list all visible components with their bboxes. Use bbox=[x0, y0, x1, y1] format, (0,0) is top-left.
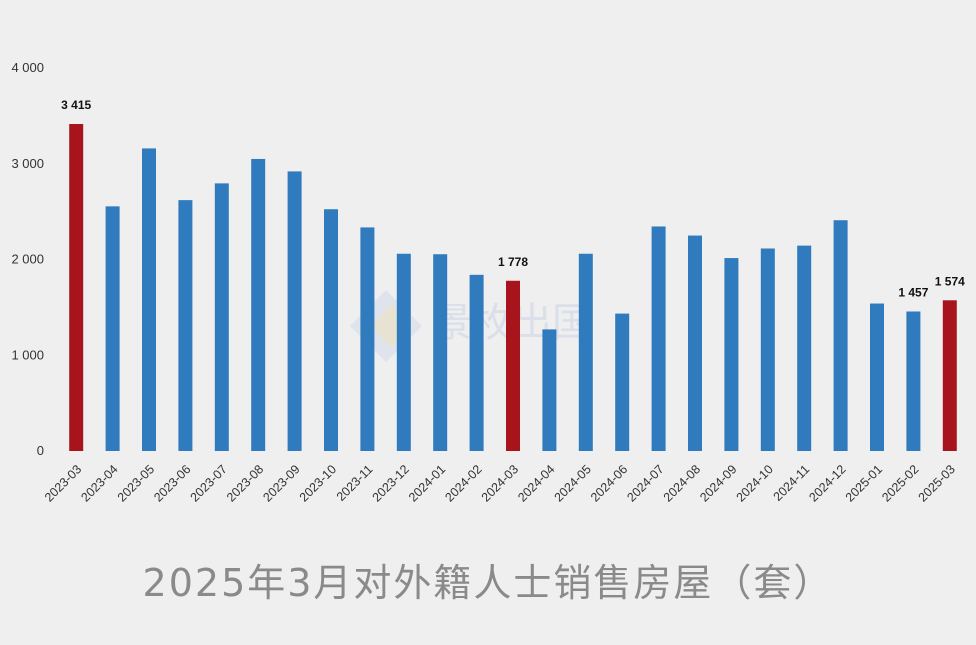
bar-2024-03 bbox=[506, 280, 520, 451]
x-tick-label: 2023-04 bbox=[78, 462, 120, 504]
bar-2023-03 bbox=[69, 124, 84, 451]
bar-2023-07 bbox=[214, 183, 229, 451]
bar-2024-08 bbox=[688, 235, 702, 451]
bar-2025-02 bbox=[906, 311, 921, 451]
bar-2024-12 bbox=[833, 220, 848, 451]
x-tick-label: 2024-12 bbox=[806, 462, 848, 504]
x-tick-label: 2025-01 bbox=[843, 462, 885, 504]
x-tick-label: 2023-08 bbox=[224, 462, 266, 504]
bar-2023-09 bbox=[287, 171, 302, 451]
y-tick-label: 2 000 bbox=[11, 252, 44, 267]
x-tick-label: 2023-07 bbox=[188, 462, 230, 504]
bar-2023-06 bbox=[178, 200, 193, 451]
bar-2024-02 bbox=[469, 274, 484, 451]
bar-series bbox=[69, 124, 957, 451]
bar-2024-01 bbox=[433, 254, 448, 451]
x-tick-label: 2025-02 bbox=[879, 462, 921, 504]
x-tick-label: 2024-01 bbox=[406, 462, 448, 504]
x-tick-label: 2023-05 bbox=[115, 462, 157, 504]
y-tick-label: 4 000 bbox=[11, 60, 44, 75]
y-tick-label: 1 000 bbox=[11, 347, 44, 362]
bar-2024-09 bbox=[724, 258, 739, 451]
x-tick-label: 2023-09 bbox=[260, 462, 302, 504]
y-tick-label: 0 bbox=[37, 443, 44, 458]
y-tick-label: 3 000 bbox=[11, 156, 44, 171]
bar-2023-04 bbox=[105, 206, 120, 451]
x-tick-label: 2024-03 bbox=[479, 462, 521, 504]
x-tick-label: 2023-10 bbox=[297, 462, 339, 504]
data-label: 3 415 bbox=[61, 98, 91, 112]
bar-2023-08 bbox=[251, 158, 266, 451]
bar-2023-11 bbox=[360, 227, 375, 451]
x-tick-label: 2024-07 bbox=[624, 462, 666, 504]
bar-2023-10 bbox=[324, 209, 338, 451]
data-labels: 3 415 1 778 1 457 1 574 bbox=[61, 98, 965, 299]
x-tick-label: 2024-05 bbox=[552, 462, 594, 504]
bar-2024-10 bbox=[760, 248, 775, 451]
x-tick-label: 2024-02 bbox=[442, 462, 484, 504]
x-tick-label: 2024-08 bbox=[661, 462, 703, 504]
x-axis: 2023-032023-042023-052023-062023-072023-… bbox=[42, 462, 958, 504]
bar-2023-05 bbox=[142, 148, 156, 451]
bar-2024-07 bbox=[651, 226, 666, 451]
data-label: 1 457 bbox=[898, 285, 928, 299]
x-tick-label: 2024-11 bbox=[771, 462, 813, 504]
x-tick-label: 2023-03 bbox=[42, 462, 84, 504]
x-tick-label: 2023-06 bbox=[151, 462, 193, 504]
bar-2024-11 bbox=[797, 245, 812, 451]
x-tick-label: 2024-10 bbox=[734, 462, 776, 504]
bar-2023-12 bbox=[396, 253, 411, 451]
x-tick-label: 2024-04 bbox=[515, 462, 557, 504]
data-label: 1 778 bbox=[498, 255, 528, 269]
y-axis: 0 1 000 2 000 3 000 4 000 bbox=[11, 60, 44, 458]
x-tick-label: 2023-11 bbox=[334, 462, 376, 504]
bar-2024-06 bbox=[615, 313, 630, 451]
x-tick-label: 2023-12 bbox=[370, 462, 412, 504]
data-label: 1 574 bbox=[935, 274, 965, 288]
bar-2025-01 bbox=[870, 303, 884, 451]
bar-2024-04 bbox=[542, 329, 557, 451]
chart-title: 2025年3月对外籍人士销售房屋（套） bbox=[142, 561, 834, 605]
x-tick-label: 2025-03 bbox=[916, 462, 958, 504]
x-tick-label: 2024-06 bbox=[588, 462, 630, 504]
x-tick-label: 2024-09 bbox=[697, 462, 739, 504]
bar-2025-03 bbox=[942, 300, 957, 451]
bar-2024-05 bbox=[578, 253, 593, 451]
